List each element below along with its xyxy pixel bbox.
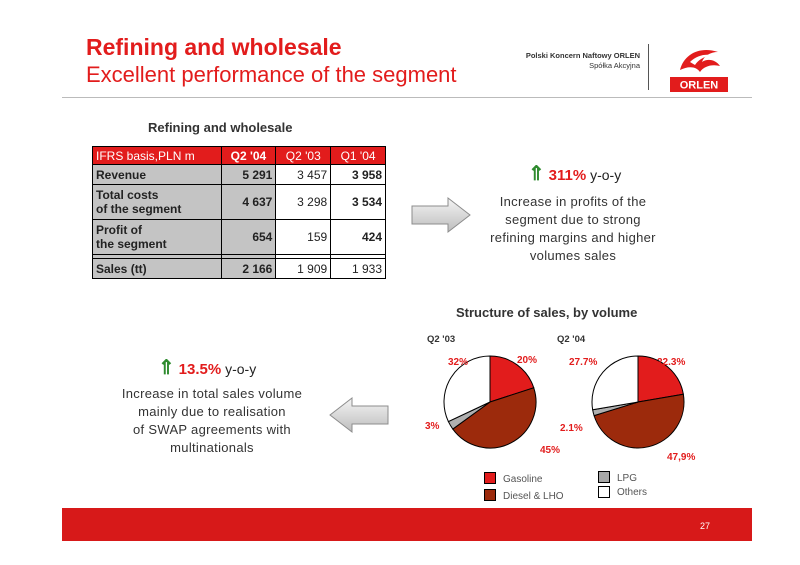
up-arrow-icon: ⇑ bbox=[158, 357, 175, 379]
pie-label-others: 32% bbox=[448, 357, 469, 368]
volume-growth-value: 13.5% bbox=[178, 361, 222, 378]
volume-description-line: Increase in total sales volume bbox=[121, 386, 303, 401]
volume-description-line: multinationals bbox=[170, 440, 254, 455]
row-label-line2: the segment bbox=[96, 237, 167, 251]
pie-slice-others bbox=[591, 355, 639, 411]
legend-swatch-diesel bbox=[484, 489, 496, 501]
row-label-line2: of the segment bbox=[96, 202, 182, 216]
footer-bar bbox=[62, 508, 752, 541]
cell-q2-04: 4 637 bbox=[220, 184, 277, 220]
volume-description: Increase in total sales volume mainly du… bbox=[100, 385, 324, 457]
header-q1-04: Q1 '04 bbox=[330, 146, 386, 165]
right-arrow-icon bbox=[410, 196, 472, 239]
pie-q2-04 bbox=[591, 355, 685, 449]
table-row: Profit of the segment 654 159 424 bbox=[92, 219, 386, 255]
volume-growth: ⇑ 13.5% y-o-y bbox=[158, 355, 256, 380]
header-q2-04: Q2 '04 bbox=[220, 146, 277, 165]
row-label-line1: Total costs bbox=[96, 188, 159, 202]
left-arrow-icon bbox=[328, 396, 390, 439]
profit-growth-suffix: y-o-y bbox=[590, 167, 622, 183]
cell-q2-03: 159 bbox=[275, 219, 332, 255]
cell-q1-04: 3 534 bbox=[330, 184, 386, 220]
logo-text: ORLEN bbox=[680, 80, 719, 92]
profit-growth-value: 311% bbox=[548, 167, 587, 184]
header-divider bbox=[648, 44, 649, 90]
pie-label-gasoline: 20% bbox=[517, 355, 538, 366]
pie-slice-gasoline bbox=[489, 355, 535, 403]
table-header-row: IFRS basis,PLN m Q2 '04 Q2 '03 Q1 '04 bbox=[92, 146, 386, 165]
financial-table: IFRS basis,PLN m Q2 '04 Q2 '03 Q1 '04 Re… bbox=[92, 146, 386, 279]
cell-q2-04: 5 291 bbox=[220, 164, 277, 185]
profit-description: Increase in profits of the segment due t… bbox=[468, 193, 678, 265]
pie-charts bbox=[443, 355, 685, 449]
sales-structure-title: Structure of sales, by volume bbox=[456, 305, 638, 320]
pie-label-lpg: 2.1% bbox=[560, 423, 583, 434]
header-basis: IFRS basis,PLN m bbox=[92, 146, 222, 165]
row-label-line1: Profit of bbox=[96, 223, 142, 237]
legend-swatch-gasoline bbox=[484, 472, 496, 484]
legend-swatch-others bbox=[598, 486, 610, 498]
volume-growth-suffix: y-o-y bbox=[225, 361, 257, 377]
table-row: Total costs of the segment 4 637 3 298 3… bbox=[92, 184, 386, 220]
pie-label-diesel: 47,9% bbox=[667, 452, 696, 463]
pie-label-gasoline: 22.3% bbox=[657, 357, 686, 368]
up-arrow-icon: ⇑ bbox=[528, 163, 545, 185]
volume-description-line: of SWAP agreements with bbox=[133, 422, 291, 437]
cell-q2-03: 1 909 bbox=[275, 258, 332, 279]
pie-q2-03 bbox=[443, 355, 537, 449]
legend-label-gasoline: Gasoline bbox=[503, 474, 543, 485]
legend-label-lpg: LPG bbox=[617, 473, 638, 484]
pie-label-diesel: 45% bbox=[540, 445, 561, 456]
pie-slice-gasoline bbox=[637, 355, 684, 403]
table-row: Sales (tt) 2 166 1 909 1 933 bbox=[92, 258, 386, 279]
table-separator bbox=[92, 254, 386, 259]
pie-label-others: 27.7% bbox=[569, 357, 598, 368]
row-label: Total costs of the segment bbox=[92, 184, 222, 220]
profit-description-line: volumes sales bbox=[529, 248, 617, 263]
cell-q1-04: 424 bbox=[330, 219, 386, 255]
row-label: Revenue bbox=[92, 164, 222, 185]
header-rule bbox=[62, 97, 752, 98]
orlen-eagle-icon: ORLEN bbox=[670, 50, 728, 92]
cell-q2-03: 3 457 bbox=[275, 164, 332, 185]
row-label: Sales (tt) bbox=[92, 258, 222, 279]
company-name-line2: Spółka Akcyjna bbox=[589, 61, 640, 70]
page-subtitle: Excellent performance of the segment bbox=[86, 62, 457, 87]
legend-label-others: Others bbox=[617, 487, 648, 498]
company-name: Polski Koncern Naftowy ORLEN Spółka Akcy… bbox=[520, 51, 640, 71]
pie-slice-others bbox=[443, 355, 491, 423]
pie-period-label: Q2 '04 bbox=[557, 334, 586, 345]
cell-q2-04: 2 166 bbox=[220, 258, 277, 279]
pie-slice-diesel bbox=[593, 393, 685, 449]
volume-description-line: mainly due to realisation bbox=[138, 404, 286, 419]
pie-slice-diesel bbox=[452, 387, 537, 449]
legend-label-diesel: Diesel & LHO bbox=[503, 491, 564, 502]
pie-period-label: Q2 '03 bbox=[427, 334, 456, 345]
profit-description-line: refining margins and higher bbox=[490, 230, 656, 245]
pie-label-lpg: 3% bbox=[425, 421, 440, 432]
page-number: 27 bbox=[700, 521, 711, 531]
cell-q2-04: 654 bbox=[220, 219, 277, 255]
company-name-line1: Polski Koncern Naftowy ORLEN bbox=[525, 51, 640, 60]
table-row: Revenue 5 291 3 457 3 958 bbox=[92, 164, 386, 185]
profit-description-line: segment due to strong bbox=[505, 212, 641, 227]
header-q2-03: Q2 '03 bbox=[275, 146, 332, 165]
cell-q2-03: 3 298 bbox=[275, 184, 332, 220]
profit-growth: ⇑ 311% y-o-y bbox=[528, 161, 621, 186]
page-title: Refining and wholesale bbox=[86, 34, 342, 60]
orlen-logo: ORLEN bbox=[660, 40, 738, 96]
legend-swatch-lpg bbox=[598, 471, 610, 483]
table-title: Refining and wholesale bbox=[148, 120, 293, 135]
profit-description-line: Increase in profits of the bbox=[499, 194, 647, 209]
row-label: Profit of the segment bbox=[92, 219, 222, 255]
cell-q1-04: 1 933 bbox=[330, 258, 386, 279]
cell-q1-04: 3 958 bbox=[330, 164, 386, 185]
